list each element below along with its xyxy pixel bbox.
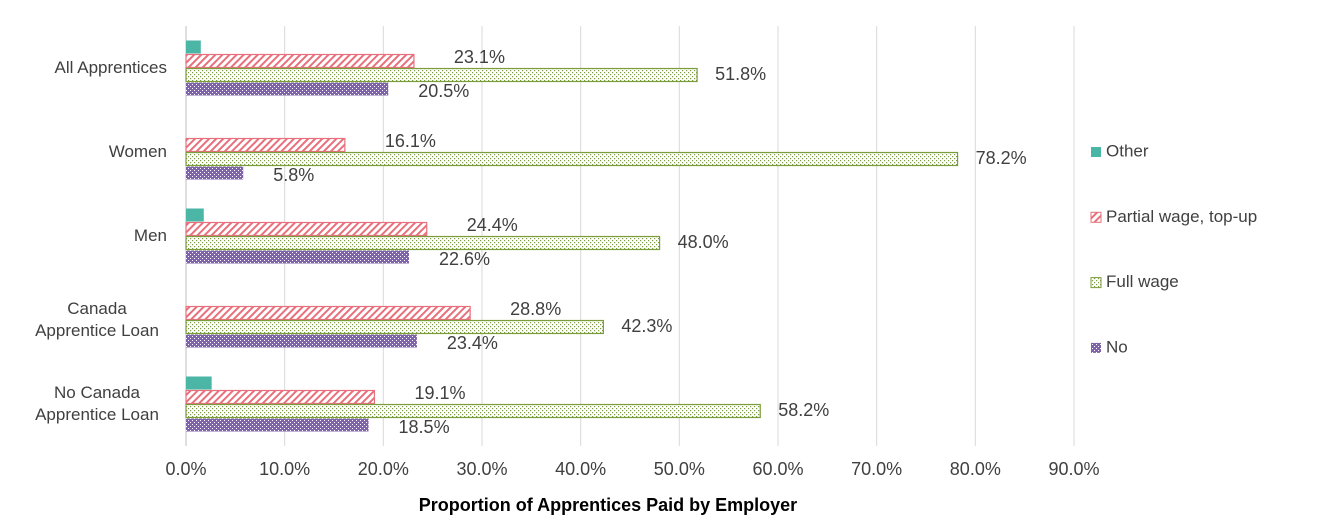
data-label: 16.1% xyxy=(385,131,436,151)
data-label: 58.2% xyxy=(778,400,829,420)
bar xyxy=(186,334,417,348)
legend-swatch xyxy=(1090,277,1102,289)
data-label: 78.2% xyxy=(976,148,1027,168)
legend-swatch xyxy=(1091,342,1101,353)
data-label: 23.1% xyxy=(454,47,505,67)
y-tick-label: Canada Apprentice Loan xyxy=(35,299,159,340)
x-tick-label: 30.0% xyxy=(456,459,507,479)
bar xyxy=(186,40,201,54)
bar xyxy=(186,208,204,222)
bar xyxy=(185,305,471,321)
bar xyxy=(186,376,212,390)
data-label: 18.5% xyxy=(399,417,450,437)
legend-label: No xyxy=(1106,337,1128,356)
x-tick-label: 20.0% xyxy=(358,459,409,479)
x-tick-label: 80.0% xyxy=(950,459,1001,479)
bar xyxy=(185,319,604,335)
data-label: 19.1% xyxy=(414,383,465,403)
y-tick-label: No Canada Apprentice Loan xyxy=(35,383,159,424)
legend-label: Full wage xyxy=(1106,272,1179,291)
bar xyxy=(186,418,369,432)
legend-label: Other xyxy=(1106,141,1149,160)
x-tick-label: 60.0% xyxy=(752,459,803,479)
y-tick-label: Men xyxy=(133,226,167,245)
bar xyxy=(185,235,661,251)
data-label: 23.4% xyxy=(447,333,498,353)
y-tick-label: All Apprentices xyxy=(54,58,167,77)
x-axis-title: Proportion of Apprentices Paid by Employ… xyxy=(419,495,797,515)
x-tick-label: 50.0% xyxy=(654,459,705,479)
bar xyxy=(185,67,698,83)
x-tick-label: 90.0% xyxy=(1048,459,1099,479)
data-label: 24.4% xyxy=(467,215,518,235)
bar xyxy=(185,389,376,405)
y-tick-label: Women xyxy=(108,142,167,161)
bar xyxy=(185,137,346,153)
legend-label: Partial wage, top-up xyxy=(1106,207,1257,226)
bar xyxy=(185,403,761,419)
bar xyxy=(186,166,244,180)
bar xyxy=(186,250,409,264)
x-tick-label: 10.0% xyxy=(259,459,310,479)
data-label: 5.8% xyxy=(273,165,314,185)
legend-swatch xyxy=(1090,211,1102,223)
data-label: 48.0% xyxy=(678,232,729,252)
bar xyxy=(185,53,415,69)
x-tick-label: 0.0% xyxy=(165,459,206,479)
data-label: 42.3% xyxy=(621,316,672,336)
data-label: 51.8% xyxy=(715,64,766,84)
data-label: 22.6% xyxy=(439,249,490,269)
legend-swatch xyxy=(1091,147,1101,157)
data-label: 28.8% xyxy=(510,299,561,319)
bar xyxy=(185,221,428,237)
bar xyxy=(185,151,959,167)
x-tick-label: 40.0% xyxy=(555,459,606,479)
x-tick-label: 70.0% xyxy=(851,459,902,479)
bar xyxy=(186,82,389,96)
data-label: 20.5% xyxy=(418,81,469,101)
